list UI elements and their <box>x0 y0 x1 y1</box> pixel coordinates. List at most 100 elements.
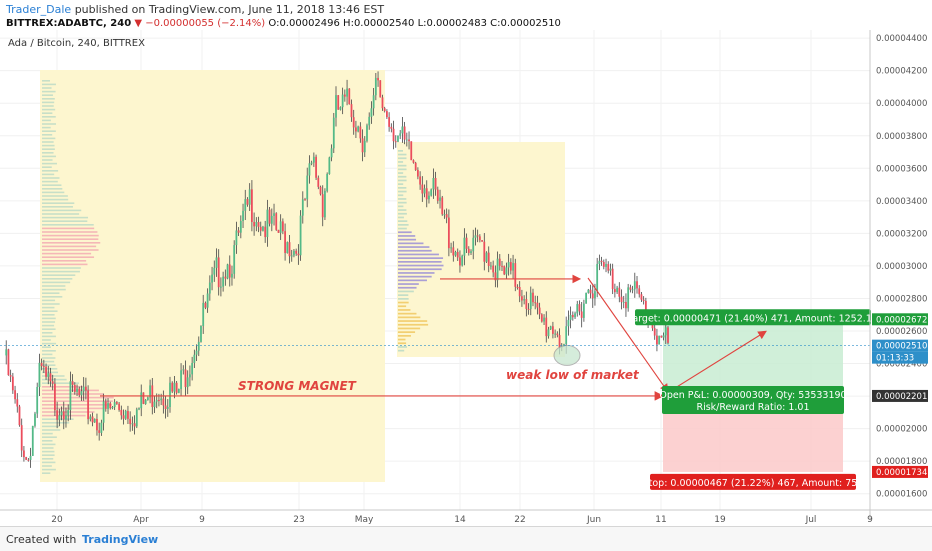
target-label-box <box>635 309 871 326</box>
candle-body <box>160 398 163 401</box>
candle-body <box>49 373 52 382</box>
candle-body <box>390 126 393 129</box>
price-tick-label: 0.00002400 <box>876 360 927 370</box>
candle-body <box>653 328 656 336</box>
time-tick-label: 20 <box>51 515 63 525</box>
profile-bar <box>398 246 430 248</box>
profile-bar <box>42 123 57 125</box>
target-label-text: Target: 0.00000471 (21.40%) 471, Amount:… <box>627 313 878 324</box>
candle-body <box>514 263 517 287</box>
candle-body <box>270 215 273 224</box>
candle-body <box>115 402 118 404</box>
profile-bar <box>42 126 51 129</box>
candle-body <box>182 369 185 371</box>
candle-body <box>264 226 267 238</box>
candle-body <box>585 292 588 304</box>
profile-bar <box>42 407 105 410</box>
profile-bar <box>398 157 407 160</box>
price-axis[interactable]: 0.00004400 0.00004200 0.00004000 0.00003800… <box>872 34 928 500</box>
profile-bar <box>398 227 407 230</box>
candle-body <box>29 455 32 460</box>
candle-body <box>324 190 326 218</box>
candle-body <box>439 197 441 201</box>
candle-body <box>195 350 198 355</box>
profile-bar <box>42 177 60 179</box>
time-tick-label: Jun <box>586 515 601 525</box>
price-tick-label: 0.00001800 <box>876 457 927 467</box>
author-link[interactable]: Trader_Dale <box>6 3 72 16</box>
profile-bar <box>398 331 416 333</box>
profile-bar <box>42 141 54 143</box>
candle-body <box>463 237 466 256</box>
candle-body <box>155 399 158 402</box>
profile-bar <box>42 368 58 370</box>
profile-bar <box>398 220 408 222</box>
candle-body <box>536 302 539 308</box>
price-tick-label: 0.00003200 <box>876 229 927 239</box>
candle-body <box>529 292 532 310</box>
candle-body <box>213 267 216 275</box>
candle-body <box>149 385 151 398</box>
candle-body <box>642 299 645 301</box>
candle-body <box>616 287 618 293</box>
candle-body <box>567 319 570 327</box>
profile-bar <box>398 305 407 308</box>
profile-bar <box>42 198 69 201</box>
candle-body <box>598 260 601 264</box>
profile-bar <box>42 206 73 208</box>
candle-body <box>414 162 417 170</box>
profile-bar <box>42 134 53 136</box>
profile-bar <box>398 275 432 278</box>
profile-bar <box>42 195 68 197</box>
candle-body <box>377 77 379 81</box>
entry-price-tag-text: 0.00002201 <box>876 392 927 402</box>
candle-body <box>554 333 557 335</box>
time-axis[interactable]: 20 Apr 9 23 May 14 22 Jun 11 19 Jul 9 <box>51 515 873 525</box>
stop-price-tag <box>872 465 928 478</box>
candle-body <box>600 260 603 262</box>
candle-body <box>459 257 461 266</box>
candle-body <box>153 401 156 407</box>
candle-body <box>556 333 559 336</box>
candle-body <box>348 88 351 105</box>
candle-body <box>496 258 499 281</box>
candle-body <box>87 390 90 420</box>
profile-bar <box>42 292 60 294</box>
candle-body <box>660 335 663 338</box>
candle-body <box>589 289 592 294</box>
candle-body <box>383 108 386 112</box>
candle-body <box>82 386 85 392</box>
candle-body <box>76 388 78 392</box>
profile-bar <box>42 281 71 284</box>
candle-body <box>255 222 258 227</box>
profile-bar <box>42 432 53 435</box>
candle-body <box>498 258 501 266</box>
profile-bar <box>42 263 88 266</box>
profile-bar <box>42 436 57 438</box>
candle-body <box>122 415 125 419</box>
candle-body <box>11 376 14 391</box>
profile-bar <box>42 148 55 150</box>
candle-body <box>228 264 231 278</box>
price-chart[interactable]: STRONG MAGNET weak low of market Target: 0… <box>0 0 932 526</box>
profile-bar <box>42 335 56 338</box>
candle-body <box>36 386 39 414</box>
candle-body <box>133 423 136 427</box>
candle-body <box>622 301 625 303</box>
profile-bar <box>398 349 405 352</box>
profile-bar <box>42 108 56 111</box>
candle-body <box>587 289 590 293</box>
candle-body <box>343 94 346 97</box>
candle-body <box>9 375 12 377</box>
candle-body <box>613 289 616 293</box>
pnl-label-box <box>662 385 844 414</box>
candle-body <box>372 95 375 109</box>
candle-body <box>605 263 607 267</box>
candle-body <box>656 335 658 345</box>
price-tick-label: 0.00002800 <box>876 294 927 304</box>
candle-body <box>538 307 541 315</box>
candle-body <box>543 317 545 322</box>
profile-bar <box>42 310 58 312</box>
candle-body <box>410 141 413 161</box>
tradingview-logo[interactable]: TradingView <box>82 533 159 546</box>
